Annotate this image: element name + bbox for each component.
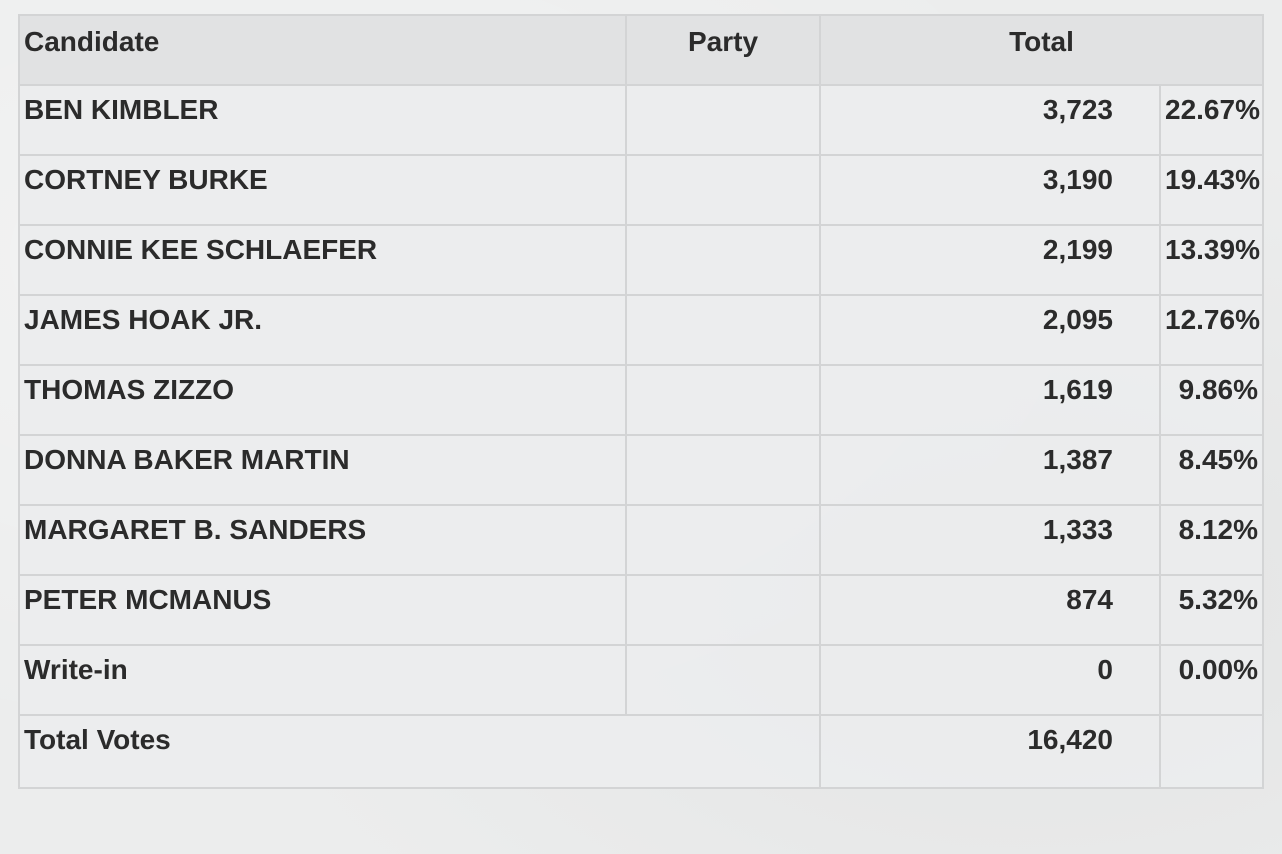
candidate-percent: 22.67% <box>1159 84 1264 156</box>
total-votes-row: Total Votes 16,420 <box>18 714 1264 789</box>
candidate-votes: 874 <box>819 574 1161 646</box>
candidate-name: PETER MCMANUS <box>18 574 627 646</box>
table-row: CONNIE KEE SCHLAEFER 2,199 13.39% <box>18 224 1264 296</box>
candidate-votes: 0 <box>819 644 1161 716</box>
total-votes-label: Total Votes <box>18 714 821 789</box>
candidate-votes: 1,619 <box>819 364 1161 436</box>
candidate-name: MARGARET B. SANDERS <box>18 504 627 576</box>
candidate-name: JAMES HOAK JR. <box>18 294 627 366</box>
total-column-header: Total <box>819 14 1264 86</box>
candidate-percent: 13.39% <box>1159 224 1264 296</box>
candidate-votes: 2,199 <box>819 224 1161 296</box>
table-header: Candidate Party Total <box>18 14 1264 86</box>
candidate-name: BEN KIMBLER <box>18 84 627 156</box>
candidate-percent: 5.32% <box>1159 574 1264 646</box>
table-row: BEN KIMBLER 3,723 22.67% <box>18 84 1264 156</box>
candidate-percent: 8.12% <box>1159 504 1264 576</box>
table-row: THOMAS ZIZZO 1,619 9.86% <box>18 364 1264 436</box>
candidate-party <box>625 644 821 716</box>
candidate-votes: 1,333 <box>819 504 1161 576</box>
candidate-percent: 12.76% <box>1159 294 1264 366</box>
candidate-name: Write-in <box>18 644 627 716</box>
election-results-table: Candidate Party Total BEN KIMBLER 3,723 … <box>18 14 1264 789</box>
candidate-votes: 3,723 <box>819 84 1161 156</box>
table-body: BEN KIMBLER 3,723 22.67% CORTNEY BURKE 3… <box>18 84 1264 789</box>
table-row: MARGARET B. SANDERS 1,333 8.12% <box>18 504 1264 576</box>
table-row: JAMES HOAK JR. 2,095 12.76% <box>18 294 1264 366</box>
table-row: CORTNEY BURKE 3,190 19.43% <box>18 154 1264 226</box>
candidate-party <box>625 224 821 296</box>
candidate-name: DONNA BAKER MARTIN <box>18 434 627 506</box>
candidate-name: CONNIE KEE SCHLAEFER <box>18 224 627 296</box>
candidate-votes: 3,190 <box>819 154 1161 226</box>
candidate-party <box>625 504 821 576</box>
candidate-percent: 19.43% <box>1159 154 1264 226</box>
table-row: Write-in 0 0.00% <box>18 644 1264 716</box>
candidate-name: CORTNEY BURKE <box>18 154 627 226</box>
candidate-votes: 1,387 <box>819 434 1161 506</box>
table-row: PETER MCMANUS 874 5.32% <box>18 574 1264 646</box>
candidate-party <box>625 84 821 156</box>
party-column-header: Party <box>625 14 821 86</box>
candidate-party <box>625 364 821 436</box>
candidate-party <box>625 294 821 366</box>
candidate-votes: 2,095 <box>819 294 1161 366</box>
total-votes-value: 16,420 <box>819 714 1161 789</box>
candidate-party <box>625 574 821 646</box>
total-votes-percent <box>1159 714 1264 789</box>
candidate-name: THOMAS ZIZZO <box>18 364 627 436</box>
candidate-percent: 9.86% <box>1159 364 1264 436</box>
header-row: Candidate Party Total <box>18 14 1264 86</box>
table-row: DONNA BAKER MARTIN 1,387 8.45% <box>18 434 1264 506</box>
candidate-percent: 0.00% <box>1159 644 1264 716</box>
candidate-party <box>625 434 821 506</box>
candidate-party <box>625 154 821 226</box>
candidate-column-header: Candidate <box>18 14 627 86</box>
candidate-percent: 8.45% <box>1159 434 1264 506</box>
